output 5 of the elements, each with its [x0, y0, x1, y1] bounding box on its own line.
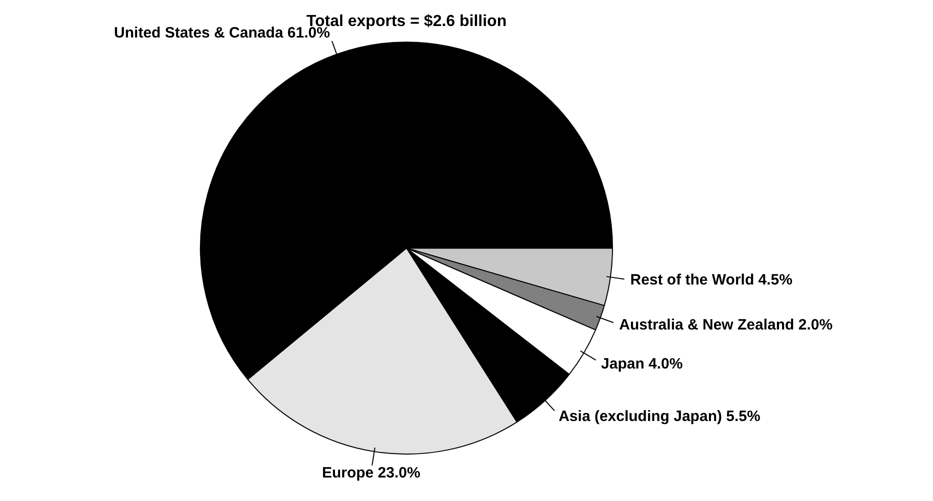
slice-label: Asia (excluding Japan) 5.5%: [558, 408, 760, 425]
slice-label: Australia & New Zealand 2.0%: [619, 316, 833, 334]
slice-label: Rest of the World 4.5%: [630, 271, 792, 288]
slice-label: Europe 23.0%: [322, 464, 420, 482]
slice-label: Japan 4.0%: [601, 355, 683, 372]
